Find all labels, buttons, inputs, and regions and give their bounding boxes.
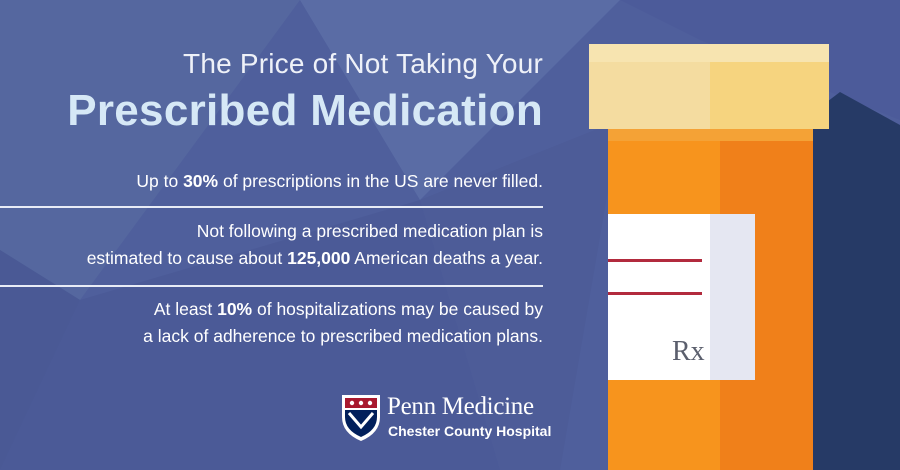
bottle-cap-top	[589, 44, 829, 62]
stat-2-suffix: American deaths a year.	[350, 248, 543, 268]
stat-3-line-1: At least 10% of hospitalizations may be …	[154, 296, 543, 323]
pill-bottle	[589, 44, 829, 470]
divider	[0, 206, 543, 208]
rx-label: Rx	[672, 336, 705, 367]
stat-3-prefix: At least	[153, 299, 218, 319]
bottle-shadow	[790, 92, 900, 470]
stat-3-line-2: a lack of adherence to prescribed medica…	[143, 326, 543, 346]
background-facet	[0, 250, 80, 470]
bottle-rim	[608, 127, 813, 141]
stat-2-line-1: Not following a prescribed medication pl…	[196, 221, 543, 241]
background-facet	[300, 0, 620, 200]
stat-1-highlight: 30%	[183, 171, 219, 191]
stat-3-highlight: 10%	[217, 299, 253, 319]
label-line	[608, 259, 702, 262]
title-line-2: Prescribed Medication	[67, 86, 543, 135]
stat-1-prefix: Up to	[136, 171, 184, 191]
bottle-label-shade	[710, 214, 755, 380]
stat-1: Up to 30% of prescriptions in the US are…	[136, 168, 543, 195]
logo-subtitle: Chester County Hospital	[388, 423, 552, 439]
stat-2-prefix: estimated to cause about	[86, 248, 288, 268]
penn-medicine-logo: Penn Medicine Chester County Hospital	[340, 393, 570, 443]
logo-name: Penn Medicine	[387, 393, 534, 420]
stat-2-highlight: 125,000	[287, 248, 351, 268]
title-line-1: The Price of Not Taking Your	[183, 48, 543, 79]
stat-3-suffix: of hospitalizations may be caused by	[252, 299, 543, 319]
stat-1-suffix: of prescriptions in the US are never fil…	[218, 171, 543, 191]
stat-2-line-2: estimated to cause about 125,000 America…	[87, 245, 543, 272]
label-line	[608, 292, 702, 295]
penn-shield-icon	[342, 395, 380, 441]
background-facet	[0, 0, 300, 300]
divider	[0, 285, 543, 287]
